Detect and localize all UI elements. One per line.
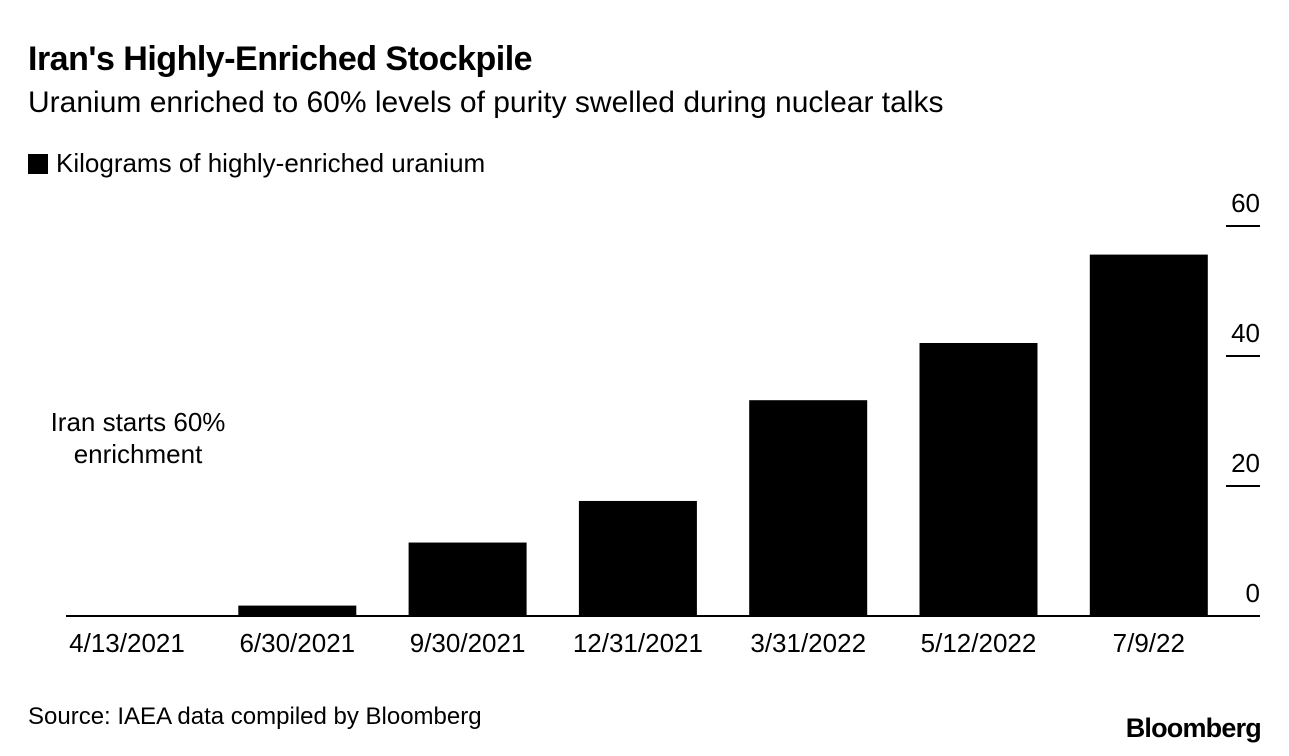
bar xyxy=(919,343,1038,616)
legend-swatch xyxy=(28,153,48,174)
x-tick-label: 6/30/2021 xyxy=(239,628,355,658)
y-tick-label: 60 xyxy=(1231,188,1260,218)
y-tick-label: 20 xyxy=(1231,448,1260,478)
bar xyxy=(238,605,357,616)
x-tick-label: 5/12/2022 xyxy=(921,628,1037,658)
source-note: Source: IAEA data compiled by Bloomberg xyxy=(28,703,482,730)
bar xyxy=(749,400,868,616)
legend-label: Kilograms of highly-enriched uranium xyxy=(56,148,486,178)
bloomberg-logo: Bloomberg xyxy=(1125,713,1262,743)
chart-annotation: Iran starts 60% enrichment xyxy=(50,407,226,469)
x-tick-label: 7/9/22 xyxy=(1113,628,1185,658)
bar xyxy=(578,500,697,616)
x-tick-label: 12/31/2021 xyxy=(573,628,703,658)
legend: Kilograms of highly-enriched uranium xyxy=(28,148,485,179)
x-tick-label: 4/13/2021 xyxy=(69,628,185,658)
bar xyxy=(1089,254,1208,616)
y-tick-label: 0 xyxy=(1246,578,1260,608)
x-tick-label: 9/30/2021 xyxy=(410,628,526,658)
chart-title: Iran's Highly-Enriched Stockpile xyxy=(28,40,533,78)
bar xyxy=(408,542,527,616)
y-tick-label: 40 xyxy=(1231,318,1260,348)
x-tick-label: 3/31/2022 xyxy=(750,628,866,658)
chart-subtitle: Uranium enriched to 60% levels of purity… xyxy=(28,86,944,119)
